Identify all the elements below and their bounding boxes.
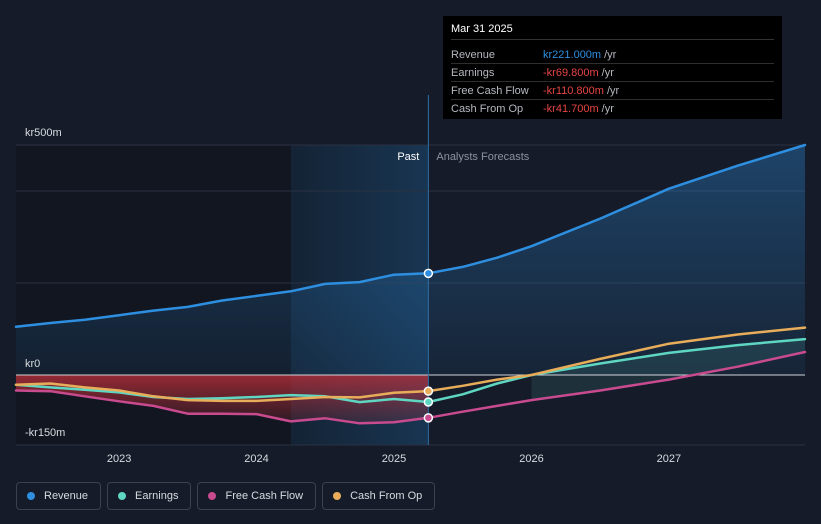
series-markers [423,268,434,423]
tooltip-unit: /yr [604,48,617,61]
legend-item-cash-from-op[interactable]: Cash From Op [322,482,436,510]
series-marker-free-cash-flow [423,413,434,423]
legend-dot-icon [333,492,342,500]
series-line-free-cash-flow [14,350,807,425]
series-line-earnings [14,337,807,404]
tooltip-value: -kr110.800m [543,84,604,97]
tooltip-row-revenue: Revenue kr221.000m /yr [451,46,774,64]
tooltip-unit: /yr [601,66,614,79]
forecast-area [531,339,805,401]
tooltip-label: Revenue [451,48,496,61]
legend-dot-icon [27,492,35,500]
y-axis-label-top: kr500m [25,127,62,139]
series-line-cash-from-op [14,326,807,403]
legend-label: Cash From Op [350,490,423,502]
legend-label: Earnings [135,490,179,502]
legend: Revenue Earnings Free Cash Flow Cash Fro… [16,482,436,510]
x-tick-label: 2025 [382,453,406,465]
past-label: Past [397,151,419,163]
tooltip-unit: /yr [606,84,620,97]
tooltip-row-free-cash-flow: Free Cash Flow -kr110.800m /yr [451,82,774,100]
tooltip-row-earnings: Earnings -kr69.800m /yr [451,64,774,82]
legend-label: Free Cash Flow [225,490,304,502]
tooltip-row-cash-from-op: Cash From Op -kr41.700m /yr [451,100,774,117]
x-tick-label: 2024 [244,453,268,465]
x-axis-ticks: 2023 2024 2025 2026 2027 [107,453,681,465]
forecast-label: Analysts Forecasts [436,151,529,163]
tooltip-label: Cash From Op [451,102,524,115]
legend-dot-icon [208,492,217,500]
series-marker-cash-from-op [423,386,434,396]
x-tick-label: 2027 [657,453,681,465]
tooltip-value: kr221.000m [543,48,602,61]
legend-dot-icon [118,492,127,500]
series-line-revenue [14,143,807,328]
series-lines [14,143,807,425]
tooltip-label: Earnings [451,66,495,79]
tooltip-value: -kr69.800m [543,66,599,79]
y-axis-label-zero: kr0 [25,358,40,370]
legend-label: Revenue [44,490,89,502]
tooltip-label: Free Cash Flow [451,84,529,97]
series-marker-revenue [423,268,434,279]
series-marker-earnings [423,397,434,407]
legend-item-earnings[interactable]: Earnings [107,482,192,510]
tooltip-unit: /yr [601,102,614,115]
x-tick-label: 2026 [519,453,543,465]
legend-item-revenue[interactable]: Revenue [16,482,102,510]
x-tick-label: 2023 [107,453,131,465]
tooltip-value: -kr41.700m [543,102,599,115]
y-axis-label-bottom: -kr150m [25,427,65,439]
revenue-area [16,145,805,375]
tooltip: Mar 31 2025 Revenue kr221.000m /yr Earni… [443,16,782,119]
tooltip-date: Mar 31 2025 [451,23,774,40]
legend-item-free-cash-flow[interactable]: Free Cash Flow [197,482,317,510]
